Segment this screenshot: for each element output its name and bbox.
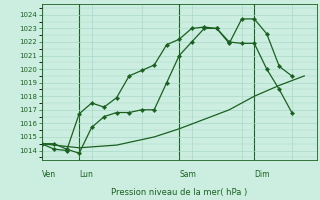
Text: Lun: Lun (79, 170, 93, 179)
Text: Ven: Ven (42, 170, 56, 179)
Text: Dim: Dim (254, 170, 270, 179)
Text: Sam: Sam (179, 170, 196, 179)
Text: Pression niveau de la mer( hPa ): Pression niveau de la mer( hPa ) (111, 188, 247, 197)
